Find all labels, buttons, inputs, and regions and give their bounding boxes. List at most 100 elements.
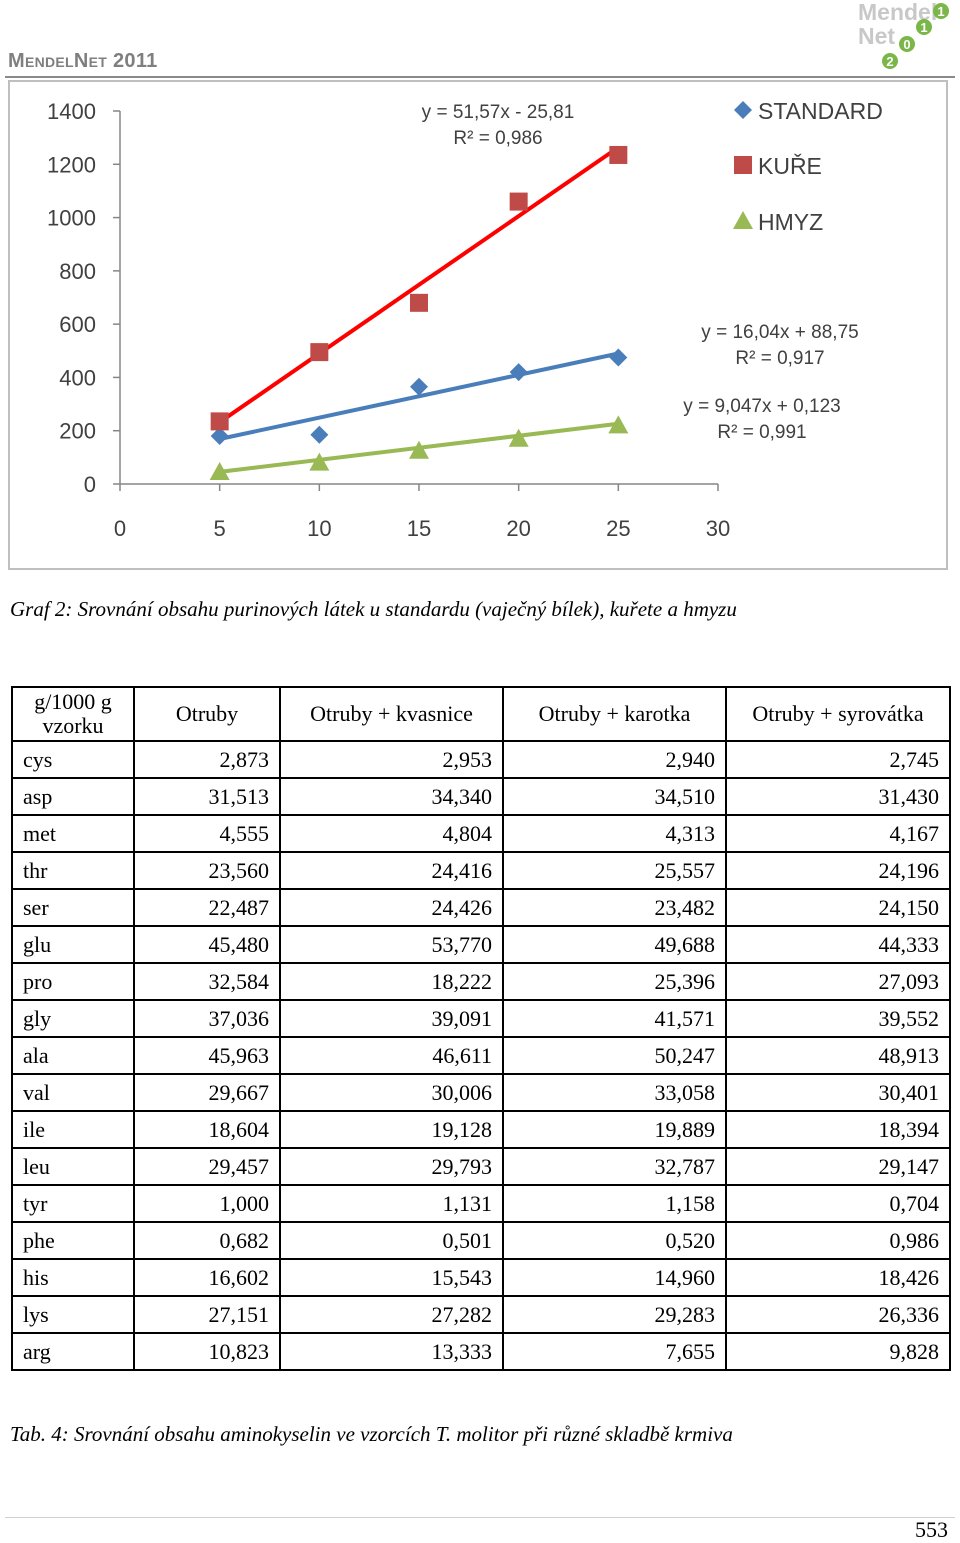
data-point-kuře	[310, 343, 329, 362]
row-label-cell: arg	[11, 1332, 135, 1371]
value-cell: 0,704	[725, 1184, 951, 1223]
data-point-kuře	[509, 192, 528, 211]
value-cell: 32,787	[502, 1147, 727, 1186]
value-cell: 29,667	[133, 1073, 281, 1112]
table-header-cell: Otruby + syrovátka	[725, 686, 951, 742]
value-cell: 0,986	[725, 1221, 951, 1260]
y-tick-label: 200	[59, 419, 96, 444]
value-cell: 1,000	[133, 1184, 281, 1223]
figure-caption: Graf 2: Srovnání obsahu purinových látek…	[10, 597, 737, 621]
row-label-cell: met	[11, 814, 135, 853]
legend-marker	[734, 101, 752, 119]
legend-label: STANDARD	[758, 98, 883, 124]
data-point-hmyz	[508, 428, 529, 447]
y-tick-label: 800	[59, 259, 96, 284]
table-row: cys 2,873 2,953 2,940 2,745	[11, 740, 951, 779]
running-header: MendelNet 2011	[8, 50, 158, 72]
row-label-cell: cys	[11, 740, 135, 779]
value-cell: 46,611	[279, 1036, 504, 1075]
mendelnet-logo: Mendel Net 1 1 0 2	[855, 0, 955, 72]
x-tick-label: 20	[506, 516, 530, 541]
page-number: 553	[915, 1517, 948, 1542]
value-cell: 4,555	[133, 814, 281, 853]
value-cell: 23,482	[502, 888, 727, 927]
table-row: leu 29,457 29,793 32,787 29,147	[11, 1147, 951, 1186]
value-cell: 30,006	[279, 1073, 504, 1112]
x-tick-label: 0	[114, 516, 126, 541]
value-cell: 25,557	[502, 851, 727, 890]
value-cell: 29,283	[502, 1295, 727, 1334]
value-cell: 4,167	[725, 814, 951, 853]
x-tick-label: 5	[214, 516, 226, 541]
y-tick-label: 1200	[47, 152, 96, 177]
row-label-cell: ile	[11, 1110, 135, 1149]
value-cell: 0,682	[133, 1221, 281, 1260]
value-cell: 53,770	[279, 925, 504, 964]
row-label-cell: ser	[11, 888, 135, 927]
table-row: ile 18,604 19,128 19,889 18,394	[11, 1110, 951, 1149]
row-label-cell: leu	[11, 1147, 135, 1186]
row-label-cell: glu	[11, 925, 135, 964]
table-row: asp 31,513 34,340 34,510 31,430	[11, 777, 951, 816]
data-point-hmyz	[409, 440, 429, 459]
header-rule	[5, 76, 955, 78]
value-cell: 18,426	[725, 1258, 951, 1297]
value-cell: 26,336	[725, 1295, 951, 1334]
trendline-kuře	[218, 145, 620, 424]
x-tick-label: 15	[407, 516, 431, 541]
value-cell: 2,873	[133, 740, 281, 779]
svg-text:Net: Net	[858, 23, 895, 49]
row-label-cell: tyr	[11, 1184, 135, 1223]
value-cell: 30,401	[725, 1073, 951, 1112]
r-squared-label: R² = 0,986	[453, 128, 542, 149]
trendline-standard	[219, 351, 619, 441]
value-cell: 37,036	[133, 999, 281, 1038]
value-cell: 0,501	[279, 1221, 504, 1260]
value-cell: 24,426	[279, 888, 504, 927]
y-tick-label: 1000	[47, 206, 96, 231]
table-header-cell: g/1000 g vzorku	[11, 686, 135, 742]
data-point-kuře	[410, 293, 428, 312]
value-cell: 19,128	[279, 1110, 504, 1149]
data-point-standard	[310, 425, 329, 444]
table-row: thr 23,560 24,416 25,557 24,196	[11, 851, 951, 890]
value-cell: 33,058	[502, 1073, 727, 1112]
value-cell: 14,960	[502, 1258, 727, 1297]
row-label-cell: gly	[11, 999, 135, 1038]
data-point-standard	[210, 427, 229, 446]
row-label-cell: phe	[11, 1221, 135, 1260]
x-tick-label: 10	[307, 516, 331, 541]
table-row: ala 45,963 46,611 50,247 48,913	[11, 1036, 951, 1075]
table-header-cell: Otruby	[133, 686, 281, 742]
svg-text:0: 0	[903, 37, 910, 52]
value-cell: 22,487	[133, 888, 281, 927]
table-row: val 29,667 30,006 33,058 30,401	[11, 1073, 951, 1112]
legend-label: HMYZ	[758, 209, 823, 235]
value-cell: 23,560	[133, 851, 281, 890]
value-cell: 29,793	[279, 1147, 504, 1186]
trend-equation: y = 9,047x + 0,123	[683, 396, 840, 417]
value-cell: 15,543	[279, 1258, 504, 1297]
x-tick-label: 30	[706, 516, 730, 541]
table-row: lys 27,151 27,282 29,283 26,336	[11, 1295, 951, 1334]
value-cell: 24,416	[279, 851, 504, 890]
data-point-hmyz	[209, 462, 230, 481]
value-cell: 27,151	[133, 1295, 281, 1334]
value-cell: 1,158	[502, 1184, 727, 1223]
r-squared-label: R² = 0,917	[735, 348, 824, 369]
legend-marker	[734, 156, 752, 174]
x-tick-label: 25	[606, 516, 630, 541]
value-cell: 0,520	[502, 1221, 727, 1260]
table-caption: Tab. 4: Srovnání obsahu aminokyselin ve …	[10, 1422, 733, 1446]
value-cell: 4,804	[279, 814, 504, 853]
table-row: phe 0,682 0,501 0,520 0,986	[11, 1221, 951, 1260]
value-cell: 2,745	[725, 740, 951, 779]
value-cell: 10,823	[133, 1332, 281, 1371]
y-tick-label: 400	[59, 365, 96, 390]
data-point-standard	[509, 363, 528, 382]
value-cell: 2,953	[279, 740, 504, 779]
table-row: glu 45,480 53,770 49,688 44,333	[11, 925, 951, 964]
row-label-cell: val	[11, 1073, 135, 1112]
y-tick-label: 0	[84, 472, 96, 497]
value-cell: 24,196	[725, 851, 951, 890]
